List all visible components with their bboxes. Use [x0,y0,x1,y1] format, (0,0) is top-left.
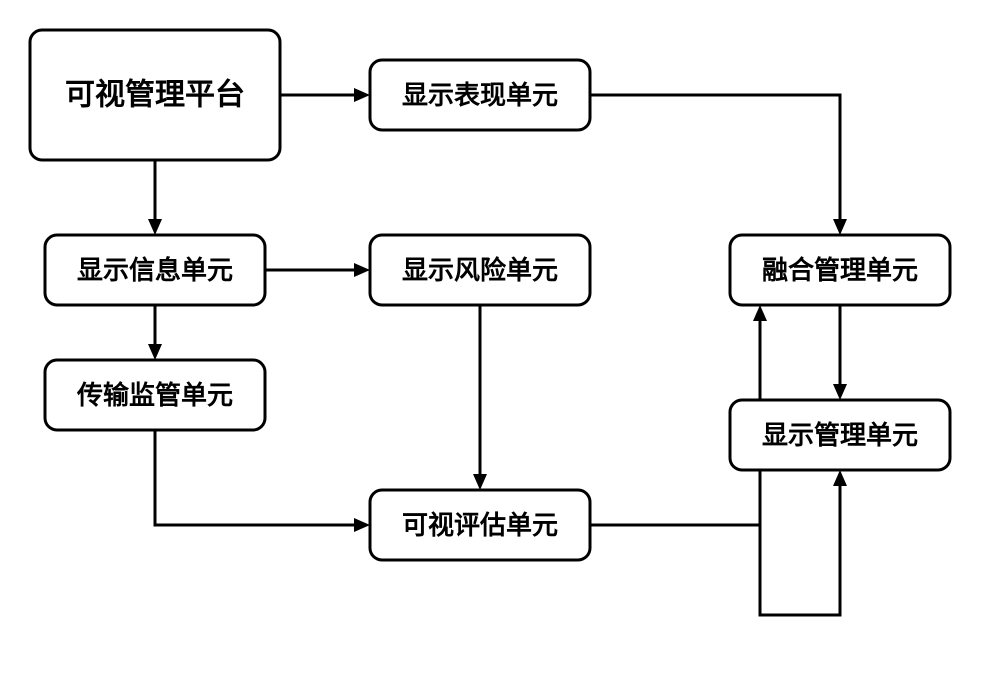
arrow-head [833,470,847,486]
arrow-head [354,518,370,532]
node-display: 显示表现单元 [370,60,590,130]
node-evaluate: 可视评估单元 [370,490,590,560]
node-label: 显示管理单元 [762,420,918,450]
node-transport: 传输监管单元 [45,360,265,430]
node-label: 可视评估单元 [402,510,558,540]
arrow-head [148,344,162,360]
flow-edge [155,430,354,525]
node-label: 可视管理平台 [65,78,245,112]
node-label: 融合管理单元 [762,255,918,285]
flow-edge [590,95,840,219]
flow-edge [590,486,840,615]
arrow-head [833,384,847,400]
node-label: 传输监管单元 [76,380,233,410]
node-label: 显示信息单元 [77,255,233,285]
flowchart-diagram: 可视管理平台 显示表现单元显示信息单元 显示风险单元传输监管单元 融合管理单元可视评估… [0,0,1000,685]
arrow-head [753,305,767,321]
node-fusion: 融合管理单元 [730,235,950,305]
arrow-head [833,219,847,235]
node-risk: 显示风险单元 [370,235,590,305]
arrow-head [148,219,162,235]
arrow-head [354,263,370,277]
node-label: 显示表现单元 [402,80,558,110]
node-manage: 显示管理单元 [730,400,950,470]
node-platform: 可视管理平台 [30,30,280,160]
node-label: 显示风险单元 [402,255,558,285]
arrow-head [473,474,487,490]
node-info: 显示信息单元 [45,235,265,305]
arrow-head [354,88,370,102]
